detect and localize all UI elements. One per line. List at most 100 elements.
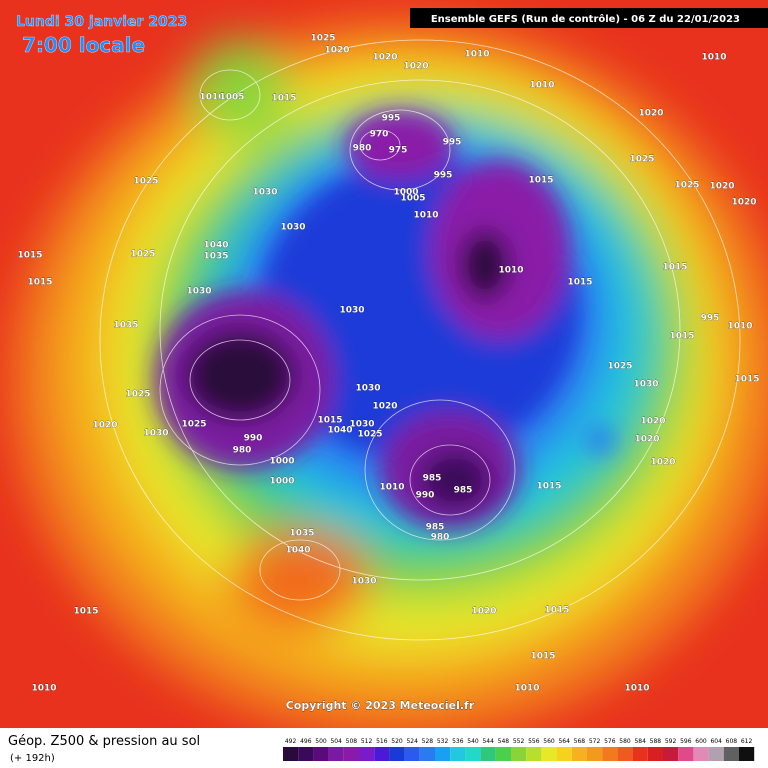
isobar-label: 1000 xyxy=(269,457,294,467)
isobar-label: 990 xyxy=(244,434,263,444)
isobar-label: 995 xyxy=(434,171,453,181)
scale-cell xyxy=(328,747,344,761)
isobar-label: 1020 xyxy=(640,417,665,427)
isobar-label: 1010 xyxy=(498,266,523,276)
scale-cell xyxy=(602,747,618,761)
isobar-label: 1020 xyxy=(634,435,659,445)
field xyxy=(0,0,768,740)
isobar-label: 1030 xyxy=(252,188,277,198)
isobar-label: 980 xyxy=(233,446,252,456)
scale-cell xyxy=(419,747,435,761)
isobar-label: 1025 xyxy=(629,155,654,165)
isobar-label: 1010 xyxy=(464,50,489,60)
scale-label: 560 xyxy=(543,738,555,745)
scale-cell xyxy=(526,747,542,761)
isobar-label: 1015 xyxy=(662,263,687,273)
isobar-label: 1025 xyxy=(181,420,206,430)
local-time: 7:00 locale xyxy=(22,33,145,57)
isobar-label: 1010 xyxy=(514,684,539,694)
isobar-label: 1015 xyxy=(271,94,296,104)
isobar-label: 1040 xyxy=(285,546,310,556)
scale-label: 568 xyxy=(574,738,586,745)
scale-label: 552 xyxy=(513,738,525,745)
isobar-label: 985 xyxy=(423,474,442,484)
scale-cell xyxy=(541,747,557,761)
scale-cell xyxy=(359,747,375,761)
isobar-label: 1035 xyxy=(113,321,138,331)
isobar-label: 1010 xyxy=(624,684,649,694)
scale-cell xyxy=(404,747,420,761)
copyright: Copyright © 2023 Meteociel.fr xyxy=(286,699,475,712)
isobar-label: 1025 xyxy=(674,181,699,191)
isobar-label: 1020 xyxy=(372,402,397,412)
scale-cell xyxy=(495,747,511,761)
isobar-label: 1025 xyxy=(125,390,150,400)
scale-label: 564 xyxy=(558,738,570,745)
isobar-label: 1025 xyxy=(607,362,632,372)
scale-label: 540 xyxy=(467,738,479,745)
scale-cell xyxy=(739,747,755,761)
scale-cell xyxy=(723,747,739,761)
isobar-label: 1025 xyxy=(133,177,158,187)
scale-label: 528 xyxy=(422,738,434,745)
isobar-label: 1010 xyxy=(199,93,224,103)
isobar-label: 1005 xyxy=(400,194,425,204)
scale-label: 612 xyxy=(741,738,753,745)
scale-label: 524 xyxy=(406,738,418,745)
isobar-label: 1015 xyxy=(73,607,98,617)
isobar-label: 1030 xyxy=(355,384,380,394)
isobar-label: 1015 xyxy=(669,332,694,342)
isobar-label: 975 xyxy=(389,146,408,156)
isobar-label: 1020 xyxy=(709,182,734,192)
isobar-label: 1035 xyxy=(203,252,228,262)
isobar-label: 1015 xyxy=(734,375,759,385)
isobar-label: 1015 xyxy=(317,416,342,426)
scale-cell xyxy=(374,747,390,761)
scale-cell xyxy=(647,747,663,761)
isobar-label: 1015 xyxy=(536,482,561,492)
scale-cell xyxy=(571,747,587,761)
isobar-label: 1000 xyxy=(393,188,418,198)
scale-label: 576 xyxy=(604,738,616,745)
isobar-label: 1030 xyxy=(143,429,168,439)
scale-label: 572 xyxy=(589,738,601,745)
scale-label: 596 xyxy=(680,738,692,745)
scale-cell xyxy=(313,747,329,761)
scale-label: 604 xyxy=(710,738,722,745)
run-bar xyxy=(410,8,768,28)
scale-label: 556 xyxy=(528,738,540,745)
isobar-label: 990 xyxy=(416,491,435,501)
isobar-label: 1010 xyxy=(701,53,726,63)
isobar-label: 1010 xyxy=(413,211,438,221)
isobar-label: 1030 xyxy=(339,306,364,316)
isobar-label: 1020 xyxy=(92,421,117,431)
scale-label: 492 xyxy=(285,738,297,745)
isobar-label: 1020 xyxy=(638,109,663,119)
color-scale: 492 496 500 504 508 512 516 520 524 528 532 536 540 5… xyxy=(283,738,755,761)
lead-time: (+ 192h) xyxy=(10,753,55,764)
isobar-label: 1040 xyxy=(327,426,352,436)
isobar-label: 1020 xyxy=(731,198,756,208)
run-info: Ensemble GEFS (Run de contrôle) - 06 Z d… xyxy=(431,13,740,25)
scale-label: 520 xyxy=(391,738,403,745)
isobar-label: 1010 xyxy=(379,483,404,493)
scale-cell xyxy=(587,747,603,761)
isobar-label: 1040 xyxy=(203,241,228,251)
date-title: Lundi 30 janvier 2023 xyxy=(16,14,187,30)
scale-cell xyxy=(511,747,527,761)
isobar-label: 1030 xyxy=(351,577,376,587)
scale-cell xyxy=(298,747,314,761)
isobar-label: 995 xyxy=(382,114,401,124)
isobar-label: 1015 xyxy=(530,652,555,662)
scale-cell xyxy=(389,747,405,761)
isobar-label: 985 xyxy=(454,486,473,496)
scale-label: 580 xyxy=(619,738,631,745)
scale-label: 500 xyxy=(315,738,327,745)
isobar-label: 995 xyxy=(443,138,462,148)
isobar-label: 995 xyxy=(701,314,720,324)
isobar-label: 1015 xyxy=(567,278,592,288)
isobar-label: 1015 xyxy=(528,176,553,186)
scale-label: 548 xyxy=(498,738,510,745)
isobar-label: 1015 xyxy=(27,278,52,288)
